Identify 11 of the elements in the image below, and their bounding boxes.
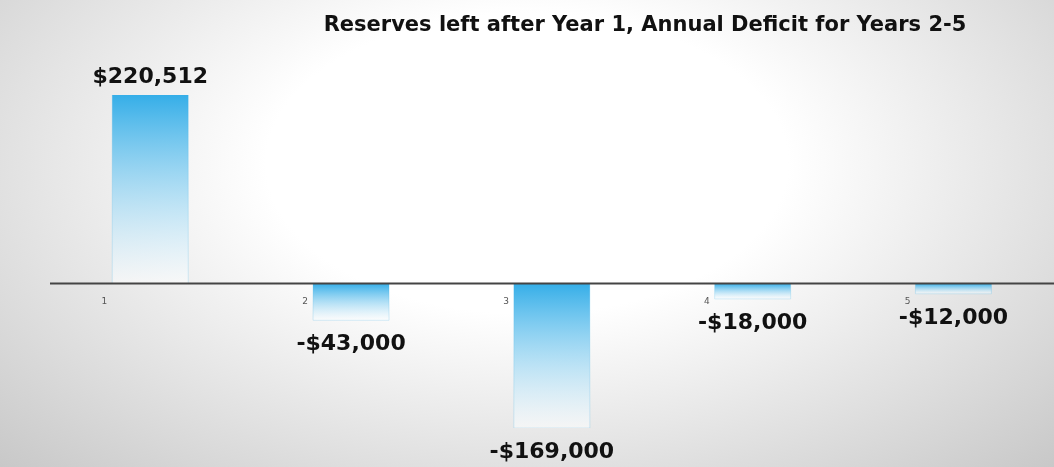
x-tick-label: 2 — [302, 295, 309, 306]
x-tick-label: 1 — [101, 295, 108, 306]
x-tick-label: 3 — [503, 295, 509, 306]
data-label: -$12,000 — [898, 303, 1009, 329]
x-tick-label: 4 — [703, 295, 710, 306]
data-label: -$169,000 — [489, 438, 615, 463]
x-tick-label: 5 — [904, 295, 911, 306]
chart-title: Reserves left after Year 1, Annual Deficit for Years 2-5 — [322, 12, 968, 36]
data-label: -$18,000 — [697, 308, 808, 334]
data-label: $220,512 — [92, 63, 209, 88]
data-label: -$43,000 — [296, 330, 406, 356]
